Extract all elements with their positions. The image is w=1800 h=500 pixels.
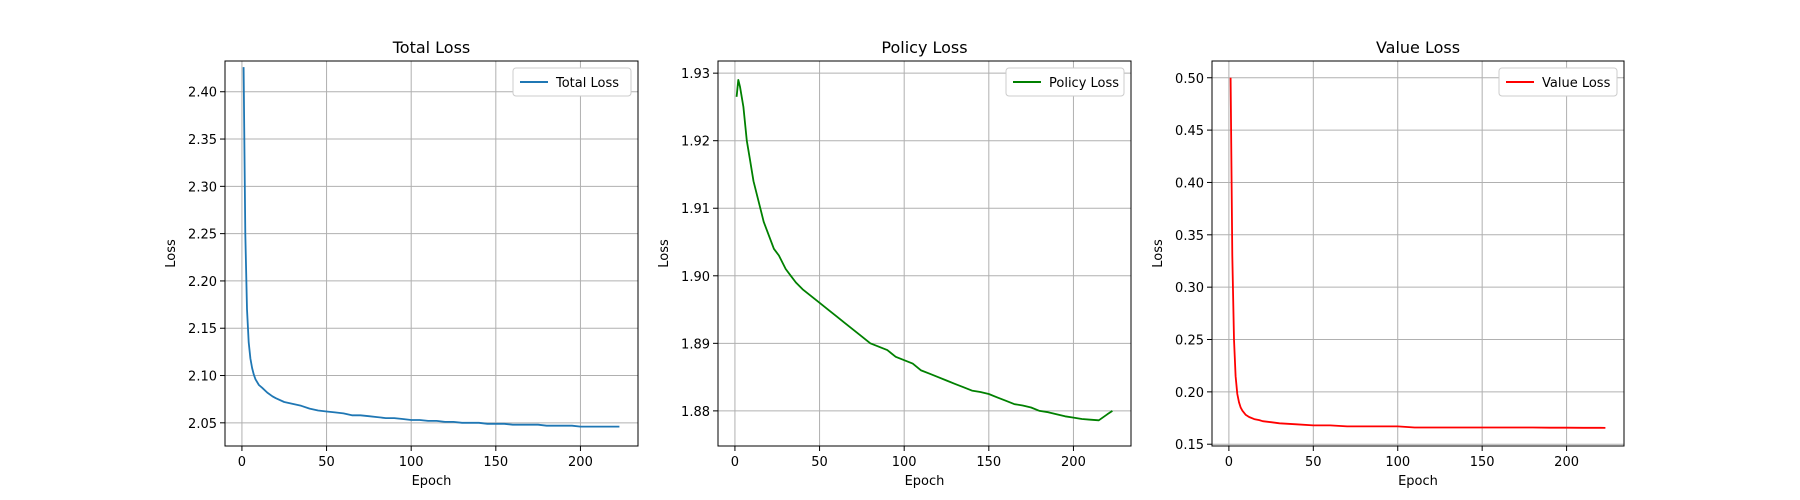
chart-title: Policy Loss: [881, 38, 967, 57]
series-line-1: [735, 79, 1113, 422]
y-axis-label: Loss: [1151, 239, 1166, 268]
x-tick-label: 150: [976, 455, 1001, 470]
y-tick-label: 0.30: [1175, 281, 1204, 296]
y-tick-label: 2.10: [188, 370, 217, 385]
x-tick-label: 50: [811, 455, 828, 470]
subplot-2: 0 50 100 150 200 1.88 1.89 1.90 1.91 1.92 1.93 Poli…: [657, 38, 1132, 489]
y-tick-label: 1.90: [681, 270, 710, 285]
series-line-1: [1229, 77, 1606, 429]
y-tick-label: 2.15: [188, 322, 217, 337]
legend-label: Value Loss: [1542, 76, 1611, 91]
y-axis-label: Loss: [164, 239, 179, 268]
y-tick-label: 0.15: [1175, 438, 1204, 453]
y-tick-label: 2.25: [188, 228, 217, 243]
x-tick-label: 200: [1061, 455, 1086, 470]
legend-label: Total Loss: [555, 76, 619, 91]
axes-frame: [224, 60, 639, 447]
axes-frame: [717, 60, 1132, 447]
y-tick-label: 1.89: [681, 337, 710, 352]
legend-box: [1005, 67, 1125, 97]
y-tick-label: 0.50: [1175, 72, 1204, 87]
x-tick-label: 150: [483, 455, 508, 470]
subplot-3: 0 50 100 150 200 0.15 0.20 0.25 0.30 0.35 0.40 0.45…: [1151, 38, 1625, 489]
x-tick-label: 0: [238, 455, 246, 470]
legend: Policy Loss: [1005, 67, 1125, 97]
legend-label: Policy Loss: [1049, 76, 1119, 91]
x-tick-label: 100: [399, 455, 424, 470]
y-tick-label: 0.20: [1175, 386, 1204, 401]
y-tick-label: 1.91: [681, 202, 710, 217]
x-tick-label: 50: [318, 455, 335, 470]
y-tick-label: 0.40: [1175, 176, 1204, 191]
legend-box: [512, 67, 632, 97]
x-tick-label: 100: [1385, 455, 1410, 470]
x-tick-label: 150: [1470, 455, 1495, 470]
x-tick-label: 50: [1305, 455, 1322, 470]
chart-title: Total Loss: [392, 38, 471, 57]
axes-frame: [1211, 60, 1625, 447]
y-axis-label: Loss: [657, 239, 672, 268]
y-tick-label: 1.92: [681, 135, 710, 150]
axes-background: [1212, 61, 1624, 446]
chart-title: Value Loss: [1376, 38, 1460, 57]
series-line-1: [242, 67, 620, 428]
x-axis-label: Epoch: [905, 474, 945, 489]
y-tick-label: 0.45: [1175, 124, 1204, 139]
y-tick-label: 2.35: [188, 133, 217, 148]
x-tick-label: 200: [1554, 455, 1579, 470]
subplot-1: 0 50 100 150 200 2.05 2.10 2.15 2.20 2.25 2.30 2.35…: [164, 38, 639, 489]
y-tick-label: 2.05: [188, 417, 217, 432]
x-tick-label: 0: [731, 455, 739, 470]
legend-box: [1498, 67, 1618, 97]
x-axis-label: Epoch: [412, 474, 452, 489]
axes-background: [225, 61, 638, 446]
y-tick-label: 2.30: [188, 180, 217, 195]
x-axis-label: Epoch: [1398, 474, 1438, 489]
y-tick-label: 0.35: [1175, 229, 1204, 244]
y-tick-label: 0.25: [1175, 334, 1204, 349]
x-tick-label: 100: [892, 455, 917, 470]
axes-background: [718, 61, 1131, 446]
legend: Total Loss: [512, 67, 632, 97]
x-tick-label: 0: [1225, 455, 1233, 470]
x-tick-label: 200: [568, 455, 593, 470]
y-tick-label: 1.88: [681, 405, 710, 420]
y-tick-label: 2.40: [188, 86, 217, 101]
y-tick-label: 1.93: [681, 67, 710, 82]
y-tick-label: 2.20: [188, 275, 217, 290]
legend: Value Loss: [1498, 67, 1618, 97]
